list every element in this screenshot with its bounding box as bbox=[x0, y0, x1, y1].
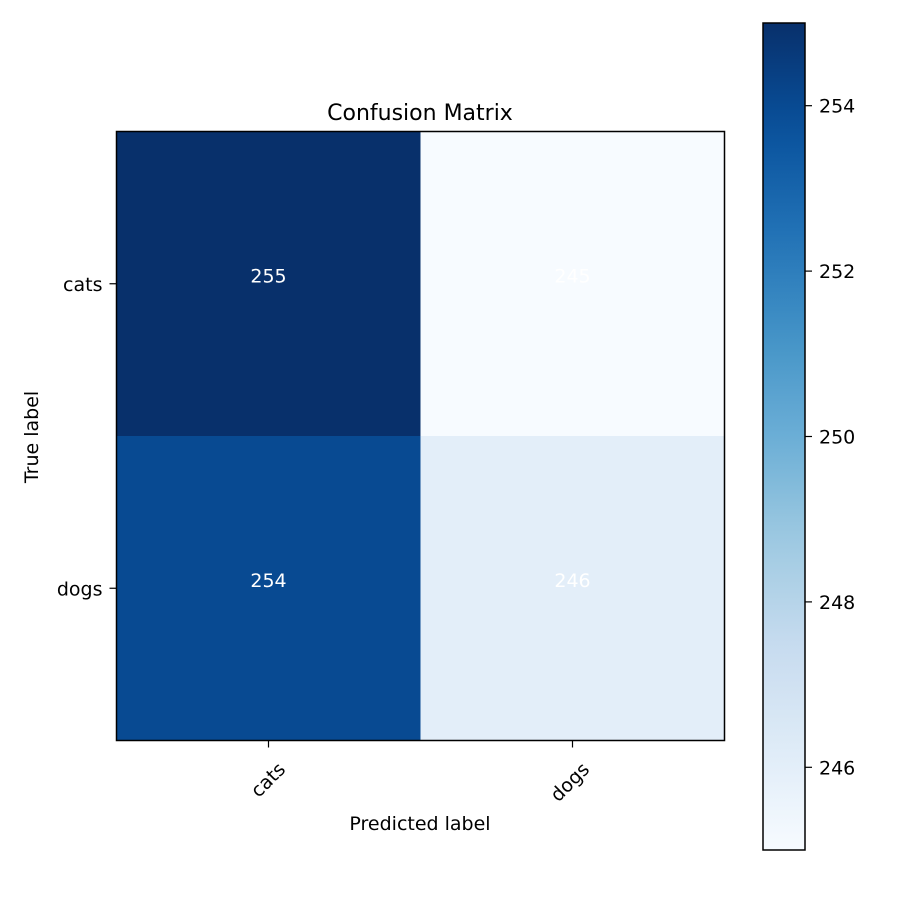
cell-value-label: 254 bbox=[250, 570, 286, 592]
x-tick-label: dogs bbox=[546, 758, 594, 806]
heatmap-cell-dogs-cats bbox=[116, 436, 421, 741]
heatmap-cell-cats-cats bbox=[116, 131, 421, 437]
colorbar-tick-label: 252 bbox=[819, 261, 855, 283]
colorbar-tick-label: 254 bbox=[819, 96, 855, 118]
heatmap-cells bbox=[116, 131, 725, 741]
y-tick-label: dogs bbox=[57, 578, 103, 600]
y-tick-label: cats bbox=[63, 274, 102, 296]
heatmap-cell-dogs-dogs bbox=[420, 436, 725, 741]
y-axis-label: True label bbox=[21, 391, 43, 484]
cell-value-label: 245 bbox=[554, 265, 590, 287]
y-axis-ticks: cats dogs bbox=[57, 274, 117, 600]
heatmap-cell-cats-dogs bbox=[420, 131, 725, 437]
x-axis-label: Predicted label bbox=[349, 813, 490, 835]
cell-value-labels: 255 245 254 246 bbox=[250, 265, 590, 592]
cell-value-label: 246 bbox=[554, 570, 590, 592]
colorbar bbox=[763, 23, 805, 850]
plot-frame bbox=[115, 130, 726, 742]
colorbar-tick-label: 246 bbox=[819, 757, 855, 779]
chart-title: Confusion Matrix bbox=[327, 101, 513, 126]
x-tick-label: cats bbox=[247, 758, 290, 801]
colorbar-tick-label: 248 bbox=[819, 592, 855, 614]
x-axis-ticks: cats dogs bbox=[247, 740, 594, 806]
colorbar-tick-label: 250 bbox=[819, 427, 855, 449]
cell-value-label: 255 bbox=[250, 265, 286, 287]
colorbar-ticks: 246 248 250 252 254 bbox=[805, 96, 855, 779]
